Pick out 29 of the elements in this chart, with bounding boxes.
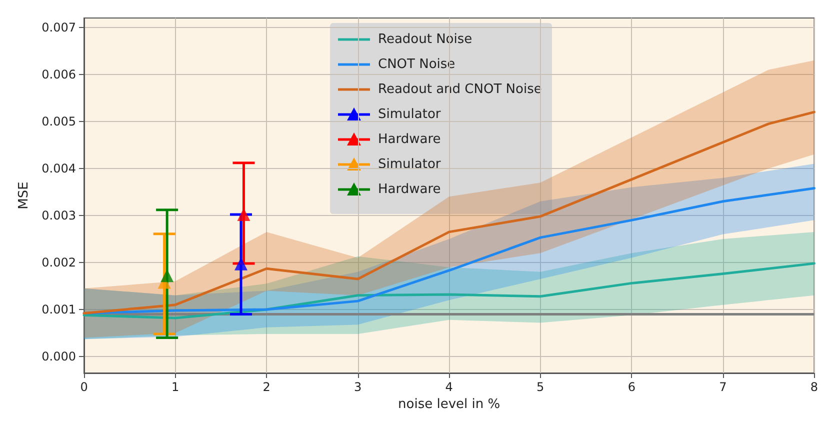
x-tick-label: 1 xyxy=(171,380,180,394)
legend-label: Hardware xyxy=(378,182,441,197)
y-tick-label: 0.000 xyxy=(42,350,76,364)
x-tick-label: 0 xyxy=(80,380,88,394)
point xyxy=(237,208,250,222)
legend-label: CNOT Noise xyxy=(378,57,456,72)
y-tick-label: 0.007 xyxy=(42,20,76,34)
y-tick-label: 0.003 xyxy=(42,208,76,222)
x-tick-label: 8 xyxy=(810,380,818,394)
line-series xyxy=(82,262,816,320)
x-tick-label: 5 xyxy=(536,380,544,394)
x-tick-label: 2 xyxy=(262,380,270,394)
x-tick-label: 7 xyxy=(719,380,727,394)
y-tick-label: 0.006 xyxy=(42,67,76,82)
y-tick-label: 0.004 xyxy=(42,161,76,176)
legend-label: Simulator xyxy=(378,107,442,122)
legend-label: Readout Noise xyxy=(378,32,472,47)
point xyxy=(160,269,174,282)
x-tick-label: 4 xyxy=(445,380,453,394)
x-axis-title: noise level in % xyxy=(398,397,500,412)
y-tick-label: 0.002 xyxy=(42,256,76,270)
y-tick-label: 0.001 xyxy=(42,302,76,317)
x-tick-label: 3 xyxy=(354,380,362,394)
y-tick-label: 0.005 xyxy=(42,114,76,128)
legend-label: Readout and CNOT Noise xyxy=(378,82,542,97)
x-tick-label: 6 xyxy=(628,380,636,394)
legend-label: Simulator xyxy=(378,157,442,172)
legend-label: Hardware xyxy=(378,132,441,147)
y-axis-title: MSE xyxy=(16,182,32,210)
